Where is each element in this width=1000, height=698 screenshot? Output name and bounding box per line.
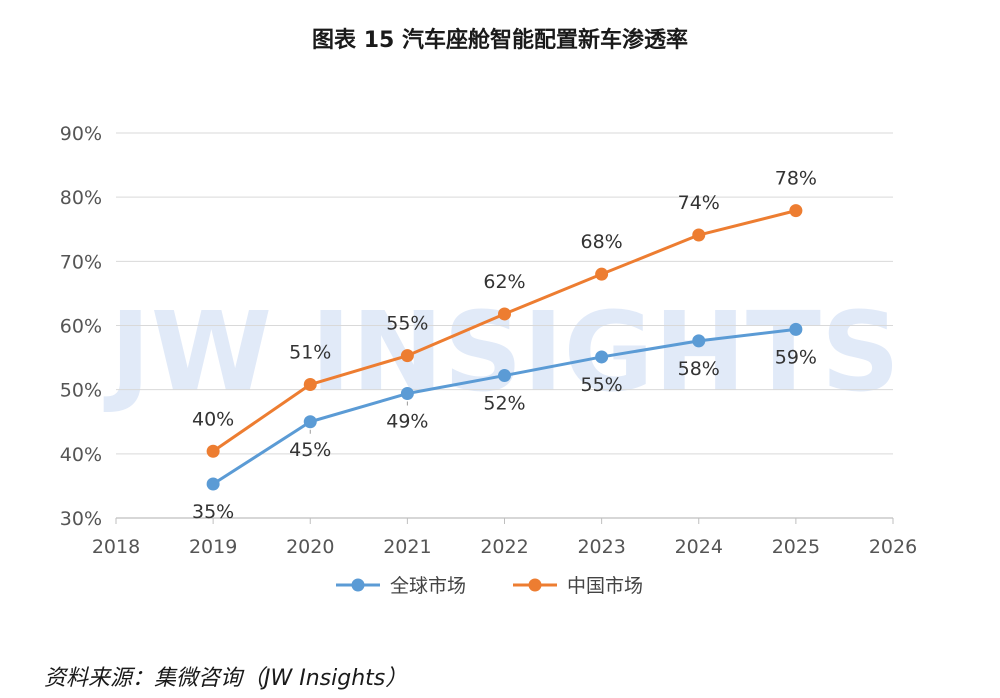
- data-point: [789, 322, 803, 336]
- data-point: [400, 349, 414, 363]
- x-tick-label: 2019: [189, 536, 237, 558]
- data-label: 52%: [483, 393, 525, 415]
- x-tick-label: 2025: [772, 536, 820, 558]
- data-point: [692, 334, 706, 348]
- data-point: [595, 350, 609, 364]
- y-tick-label: 90%: [60, 123, 102, 145]
- data-label: 55%: [581, 374, 623, 396]
- data-point: [498, 307, 511, 321]
- data-label: 58%: [678, 358, 720, 380]
- data-point: [303, 378, 317, 392]
- legend-label: 中国市场: [567, 575, 643, 597]
- data-point: [206, 444, 220, 458]
- data-label: 68%: [581, 231, 623, 253]
- data-point: [595, 267, 609, 281]
- y-tick-label: 40%: [60, 444, 102, 466]
- source-note: 资料来源：集微咨询（JW Insights）: [44, 666, 408, 691]
- y-tick-label: 50%: [60, 380, 102, 402]
- legend-marker: [351, 578, 365, 592]
- x-tick-label: 2021: [383, 536, 431, 558]
- data-label: 62%: [483, 271, 525, 293]
- chart-title: 图表 15 汽车座舱智能配置新车渗透率: [312, 28, 688, 53]
- legend-marker: [528, 578, 542, 592]
- data-label: 74%: [678, 192, 720, 214]
- data-label: 35%: [192, 501, 234, 523]
- data-point: [498, 369, 511, 383]
- x-tick-label: 2018: [92, 536, 140, 558]
- x-tick-label: 2026: [869, 536, 917, 558]
- data-label: 49%: [386, 411, 428, 433]
- data-label: 51%: [289, 342, 331, 364]
- y-tick-label: 70%: [60, 251, 102, 273]
- data-label: 55%: [386, 313, 428, 335]
- data-label: 45%: [289, 439, 331, 461]
- chart-plot: JW INSIGHTS 30%40%50%60%70%80%90%2018 201…: [60, 123, 917, 597]
- legend-label: 全球市场: [390, 575, 466, 597]
- data-point: [303, 415, 317, 429]
- x-tick-label: 2020: [286, 536, 334, 558]
- y-tick-label: 30%: [60, 508, 102, 530]
- x-tick-label: 2022: [480, 536, 528, 558]
- data-label: 40%: [192, 408, 234, 430]
- data-point: [692, 228, 706, 242]
- data-point: [400, 387, 414, 401]
- y-tick-label: 60%: [60, 316, 102, 338]
- data-label: 59%: [775, 346, 817, 368]
- y-tick-label: 80%: [60, 187, 102, 209]
- data-label: 78%: [775, 168, 817, 190]
- data-point: [789, 204, 803, 218]
- x-tick-label: 2024: [675, 536, 723, 558]
- data-point: [206, 477, 220, 491]
- x-tick-label: 2023: [577, 536, 625, 558]
